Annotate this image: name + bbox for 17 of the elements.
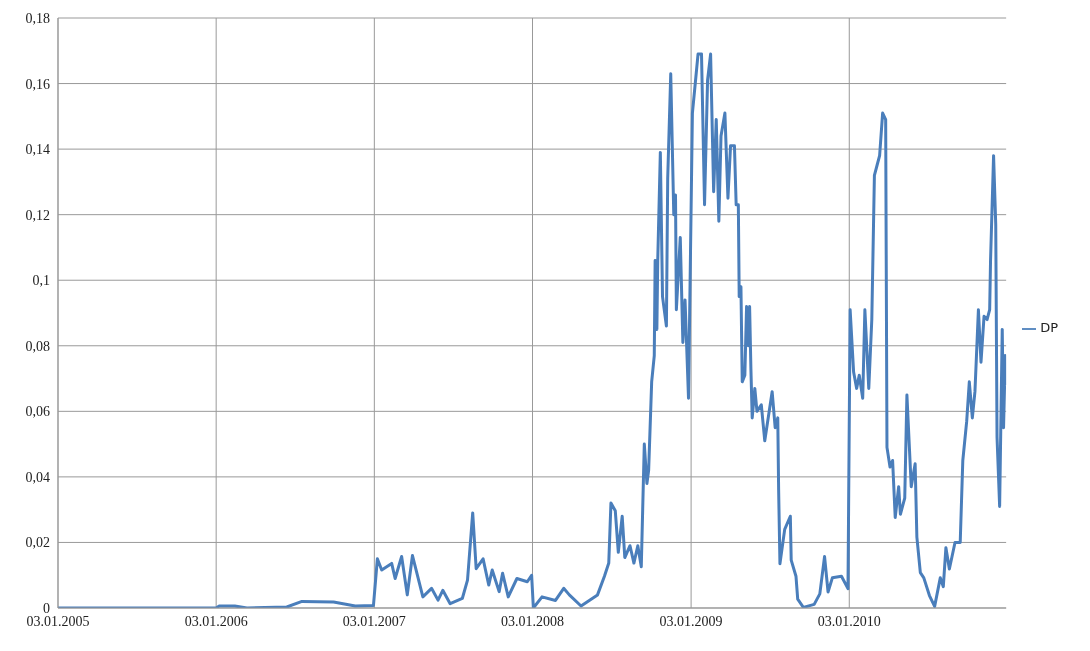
y-tick-label: 0,1 [32,273,50,289]
legend-label: DP [1040,320,1058,336]
y-tick-label: 0,12 [25,207,50,223]
y-tick-label: 0,08 [25,338,50,354]
y-tick-label: 0,14 [25,142,50,158]
x-tick-label: 03.01.2006 [184,613,248,629]
x-tick-label: 03.01.2007 [342,613,406,629]
y-tick-label: 0,18 [25,10,50,26]
x-tick-label: 03.01.2009 [659,613,723,629]
y-tick-label: 0,04 [25,469,50,485]
x-tick-label: 03.01.2010 [817,613,881,629]
y-tick-label: 0,02 [25,535,50,551]
y-tick-label: 0,16 [25,76,50,92]
y-tick-label: 0 [43,600,50,616]
y-tick-label: 0,06 [25,404,50,420]
x-tick-label: 03.01.2008 [501,613,564,629]
x-tick-label: 03.01.2005 [26,613,90,629]
